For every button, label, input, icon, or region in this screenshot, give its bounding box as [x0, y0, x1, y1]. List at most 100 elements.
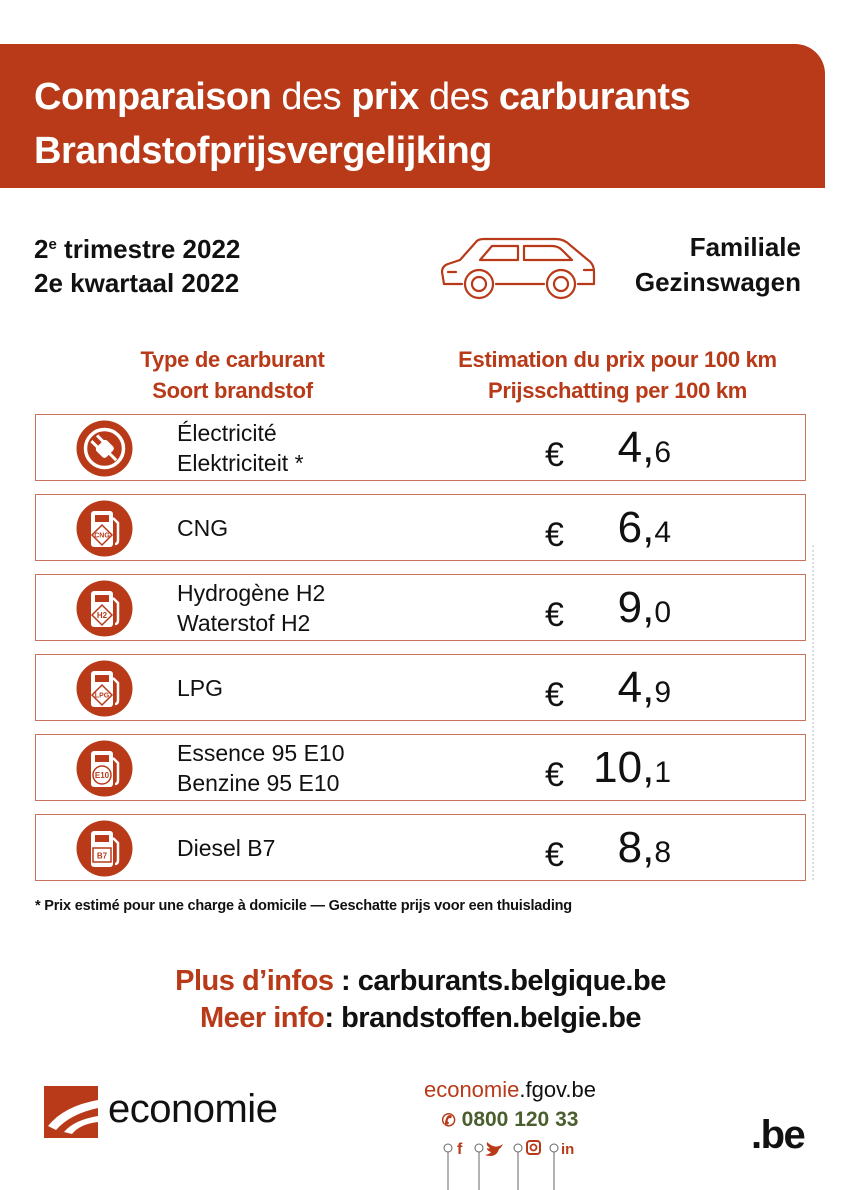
fuel-row-hydrogen: H2 Hydrogène H2 Waterstof H2 € 9,0: [35, 574, 806, 641]
period-fr: 2e trimestre 2022: [34, 228, 240, 266]
period-fr-num: 2: [34, 234, 49, 264]
period-fr-rest: trimestre 2022: [56, 234, 241, 264]
phone-text: 0800 120 33: [461, 1108, 579, 1131]
fuel-table: Électricité Elektriciteit * € 4,6 CNG CN…: [35, 414, 806, 894]
title-fr-part-2: des: [271, 76, 352, 118]
fuel-pump-icon: H2: [76, 580, 133, 637]
electric-plug-icon: [76, 420, 133, 477]
column-header-fuel-type-nl: Soort brandstof: [152, 378, 313, 403]
price-decimal: 0: [654, 596, 671, 629]
fuel-label: CNG: [177, 495, 228, 560]
vehicle-type-fr: Familiale: [689, 232, 801, 262]
period-fr-sup: e: [48, 236, 57, 253]
currency-symbol: €: [545, 836, 564, 874]
more-info-nl: Meer info: brandstoffen.belgie.be: [0, 999, 841, 1037]
price-integer: 10,: [593, 743, 655, 792]
price-integer: 6,: [617, 503, 655, 552]
be-logo: .be: [751, 1113, 806, 1157]
more-info-nl-sep: :: [324, 1002, 342, 1034]
title-fr-part-3: prix: [351, 76, 419, 118]
price-decimal: 6: [654, 436, 671, 469]
website-link[interactable]: economie.fgov.be: [410, 1075, 610, 1105]
phone-icon: ✆: [441, 1111, 456, 1130]
more-info-nl-label: Meer info: [199, 1002, 325, 1034]
fuel-label-fr: CNG: [177, 514, 229, 541]
column-header-fuel-type: Type de carburant Soort brandstof: [110, 344, 355, 406]
fuel-label-fr: Électricité: [177, 419, 277, 446]
fuel-label: Hydrogène H2 Waterstof H2: [177, 575, 325, 640]
title-nl: Brandstofprijsvergelijking: [34, 130, 492, 172]
title-fr-part-4: des: [418, 76, 499, 118]
period-nl: 2e kwartaal 2022: [34, 268, 240, 298]
fuel-label-fr: Hydrogène H2: [177, 579, 326, 606]
price-value: 8,8: [576, 823, 671, 883]
currency-symbol: €: [545, 596, 564, 634]
fuel-badge: CNG: [94, 533, 110, 540]
column-header-fuel-type-fr: Type de carburant: [140, 347, 325, 372]
more-info-fr-sep: :: [333, 965, 358, 997]
station-wagon-car-icon: [440, 237, 596, 300]
fuel-label-nl: Elektriciteit *: [177, 449, 304, 476]
fuel-pump-icon: LPG: [76, 660, 133, 717]
fuel-row-electricity: Électricité Elektriciteit * € 4,6: [35, 414, 806, 481]
website-prefix: economie: [423, 1077, 520, 1102]
fuel-pump-icon: B7: [76, 820, 133, 877]
fuel-badge: E10: [95, 771, 110, 780]
currency-symbol: €: [545, 436, 564, 474]
fuel-label: Électricité Elektriciteit *: [177, 415, 304, 480]
title-fr: Comparaison des prix des carburants: [34, 70, 825, 124]
price-value: 9,0: [576, 583, 671, 643]
price-value: 6,4: [576, 503, 671, 563]
column-header-price-fr: Estimation du prix pour 100 km: [458, 347, 777, 372]
period: 2e trimestre 2022 2e kwartaal 2022: [34, 228, 240, 300]
more-info-fr: Plus d’infos : carburants.belgique.be: [0, 962, 841, 1000]
vehicle-type-nl: Gezinswagen: [634, 267, 801, 297]
column-header-price-nl: Prijsschatting per 100 km: [487, 378, 748, 403]
price-integer: 4,: [617, 663, 655, 712]
more-info-fr-label: Plus d’infos: [175, 965, 334, 997]
price-value: 4,6: [576, 423, 671, 483]
price-decimal: 1: [654, 756, 671, 789]
fuel-label: Essence 95 E10 Benzine 95 E10: [177, 735, 345, 800]
title-fr-part-1: Comparaison: [34, 76, 272, 118]
footnote: * Prix estimé pour une charge à domicile…: [35, 898, 572, 914]
price-value: 4,9: [576, 663, 671, 723]
website-suffix: .fgov.be: [519, 1077, 597, 1102]
fuel-pump-icon: E10: [76, 740, 133, 797]
fuel-row-cng: CNG CNG € 6,4: [35, 494, 806, 561]
facebook-icon[interactable]: f: [457, 1141, 463, 1158]
contact-block: economie.fgov.be ✆ 0800 120 33: [410, 1075, 610, 1136]
header-banner: Comparaison des prix des carburants Bran…: [0, 44, 825, 188]
fuel-label-fr: Diesel B7: [177, 834, 276, 861]
fuel-row-e10: E10 Essence 95 E10 Benzine 95 E10 € 10,1: [35, 734, 806, 801]
fuel-label-fr: Essence 95 E10: [177, 739, 345, 766]
title-fr-part-5: carburants: [498, 76, 691, 118]
fuel-badge: H2: [97, 611, 108, 620]
price-decimal: 8: [654, 836, 671, 869]
vehicle-type: Familiale Gezinswagen: [635, 230, 801, 300]
price-integer: 8,: [617, 823, 655, 872]
fuel-pump-icon: CNG: [76, 500, 133, 557]
fuel-label-nl: Benzine 95 E10: [177, 769, 340, 796]
fuel-label: LPG: [177, 655, 223, 720]
social-links: f in: [443, 1140, 574, 1190]
price-integer: 9,: [617, 583, 655, 632]
fuel-row-lpg: LPG LPG € 4,9: [35, 654, 806, 721]
price-integer: 4,: [617, 423, 655, 472]
side-print-note: [812, 545, 820, 880]
svg-text:f: f: [457, 1141, 463, 1158]
instagram-icon[interactable]: [526, 1140, 541, 1155]
svg-text:in: in: [561, 1141, 574, 1158]
more-info-fr-url[interactable]: carburants.belgique.be: [357, 965, 667, 997]
currency-symbol: €: [545, 516, 564, 554]
column-header-price: Estimation du prix pour 100 km Prijsscha…: [430, 344, 805, 406]
linkedin-icon[interactable]: in: [561, 1141, 574, 1158]
twitter-icon[interactable]: [485, 1142, 503, 1156]
phone-number[interactable]: ✆ 0800 120 33: [410, 1105, 610, 1136]
price-decimal: 9: [654, 676, 671, 709]
economie-logo-icon: [44, 1086, 98, 1138]
more-info-nl-url[interactable]: brandstoffen.belgie.be: [341, 1002, 642, 1034]
fuel-label-fr: LPG: [177, 674, 224, 701]
currency-symbol: €: [545, 756, 564, 794]
fuel-label: Diesel B7: [177, 815, 275, 880]
